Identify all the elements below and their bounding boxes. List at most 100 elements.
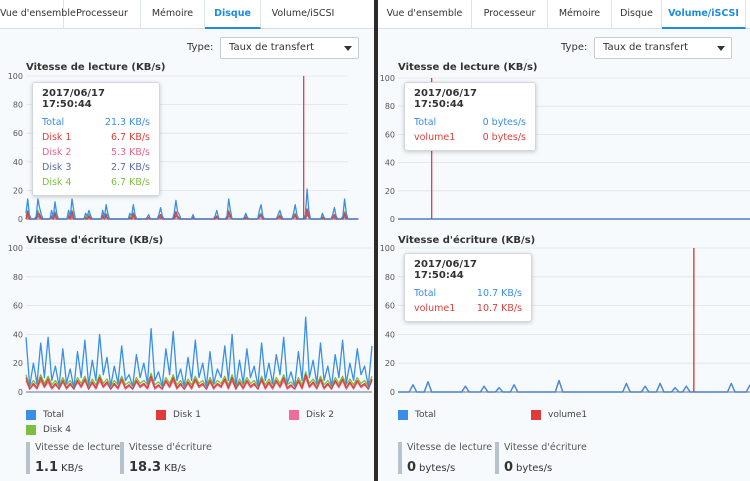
y-tick-label: 100	[380, 74, 395, 83]
tab-processor[interactable]: Processeur	[64, 0, 141, 29]
tooltip-time: 2017/06/17 17:50:44	[414, 88, 477, 110]
y-tick-label: 60	[385, 130, 395, 139]
y-tick-label: 80	[13, 273, 23, 282]
legend-swatch	[398, 410, 408, 420]
tooltip-series: Total	[414, 117, 437, 128]
stat-label: Vitesse d'écriture	[504, 442, 587, 453]
tooltip-value: 21.3 KB/s	[104, 117, 150, 128]
tooltip-row: volume1 10.7 KB/s	[414, 301, 522, 316]
y-tick-label: 40	[13, 330, 23, 339]
tab-disk[interactable]: Disque	[205, 0, 261, 29]
tooltip-time: 2017/06/17 17:50:44	[414, 259, 477, 281]
write-chart-title: Vitesse d'écriture (KB/s)	[26, 235, 164, 246]
type-select-value: Taux de transfert	[229, 42, 315, 53]
stat-unit: KB/s	[164, 463, 187, 474]
tooltip-row: Total 10.7 KB/s	[414, 286, 522, 301]
tab-processor[interactable]: Processeur	[472, 0, 548, 29]
tab-volume-iscsi[interactable]: Volume/iSCSI	[662, 0, 746, 29]
chevron-down-icon	[717, 46, 725, 51]
tooltip-value: 10.7 KB/s	[476, 303, 522, 314]
y-tick-label: 60	[13, 129, 23, 138]
tab-volume-iscsi[interactable]: Volume/iSCSI	[271, 8, 335, 19]
legend-label: Total	[415, 410, 437, 420]
legend-label: Disk 1	[173, 410, 201, 420]
series-line-disk-1	[25, 374, 373, 390]
read-speed-stat: Vitesse de lecture 0 bytes/s	[398, 442, 493, 475]
tooltip-series: Disk 1	[42, 132, 72, 143]
tooltip-series: volume1	[414, 303, 456, 314]
tooltip-series: Disk 2	[42, 147, 72, 158]
y-tick-label: 20	[385, 187, 395, 196]
legend-total[interactable]: Total	[398, 410, 436, 420]
write-speed-chart: 0 20 40 60 80 100	[380, 244, 750, 397]
write-chart-title: Vitesse d'écriture (KB/s)	[398, 235, 536, 246]
y-tick-label: 100	[380, 244, 395, 253]
y-tick-label: 100	[8, 244, 23, 253]
tooltip-row: Disk 2 5.3 KB/s	[42, 145, 150, 160]
tab-overview[interactable]: Vue d'ensemble	[378, 0, 472, 29]
chevron-down-icon	[344, 46, 352, 51]
tooltip-time: 2017/06/17 17:50:44	[42, 88, 105, 110]
legend-swatch	[156, 410, 166, 420]
write-tooltip: 2017/06/17 17:50:44 Total 10.7 KB/s volum…	[404, 253, 532, 322]
read-tooltip: 2017/06/17 17:50:44 Total 21.3 KB/s Disk …	[32, 82, 160, 196]
stat-label: Vitesse d'écriture	[129, 442, 212, 453]
stat-value: 1.1	[35, 460, 59, 475]
y-tick-label: 0	[390, 388, 395, 397]
tooltip-row: volume1 0 bytes/s	[414, 130, 526, 145]
tooltip-row: Total 0 bytes/s	[414, 115, 526, 130]
y-tick-label: 0	[18, 215, 23, 224]
stat-label: Vitesse de lecture	[407, 442, 493, 453]
panel-divider	[374, 0, 378, 481]
legend-disk-4[interactable]: Disk 4	[26, 425, 71, 435]
legend-volume1[interactable]: volume1	[531, 410, 587, 420]
legend-swatch	[26, 410, 36, 420]
legend-swatch	[531, 410, 541, 420]
legend-label: Disk 4	[43, 425, 71, 435]
type-select-value: Taux de transfert	[603, 42, 689, 53]
legend-label: Disk 2	[306, 410, 334, 420]
y-tick-label: 80	[385, 102, 395, 111]
y-tick-label: 80	[13, 101, 23, 110]
tooltip-series: Disk 4	[42, 177, 72, 188]
volume-panel: Vue d'ensemble Processeur Mémoire Disque…	[378, 0, 750, 481]
tab-memory[interactable]: Mémoire	[548, 0, 612, 29]
y-tick-label: 40	[385, 159, 395, 168]
stat-unit: bytes/s	[516, 463, 553, 474]
tooltip-value: 0 bytes/s	[482, 132, 526, 143]
legend-disk-1[interactable]: Disk 1	[156, 410, 201, 420]
legend-total[interactable]: Total	[26, 410, 64, 420]
type-label: Type:	[561, 42, 588, 53]
write-speed-stat: Vitesse d'écriture 0 bytes/s	[495, 442, 587, 475]
stat-label: Vitesse de lecture	[35, 442, 121, 453]
tab-overview[interactable]: Vue d'ensemble	[0, 0, 76, 29]
tooltip-value: 6.7 KB/s	[110, 132, 150, 143]
tab-bar: Vue d'ensemble Processeur Mémoire Disque…	[0, 0, 374, 29]
tab-disk[interactable]: Disque	[612, 0, 662, 29]
series-line-total	[25, 188, 359, 220]
tooltip-row: Disk 4 6.7 KB/s	[42, 175, 150, 190]
read-tooltip: 2017/06/17 17:50:44 Total 0 bytes/s volum…	[404, 82, 536, 151]
stat-value: 0	[504, 460, 514, 475]
legend-swatch	[289, 410, 299, 420]
series-line-disk-4	[25, 371, 373, 387]
type-select[interactable]: Taux de transfert	[220, 37, 359, 59]
tooltip-value: 10.7 KB/s	[476, 288, 522, 299]
tab-bar: Vue d'ensemble Processeur Mémoire Disque…	[378, 0, 750, 29]
tab-memory[interactable]: Mémoire	[141, 0, 205, 29]
type-row: Type: Taux de transfert	[0, 37, 374, 59]
read-speed-stat: Vitesse de lecture 1.1 KB/s	[26, 442, 121, 475]
stat-unit: KB/s	[61, 463, 84, 474]
tooltip-series: Disk 3	[42, 162, 72, 173]
disk-panel: Vue d'ensemble Processeur Mémoire Disque…	[0, 0, 374, 481]
legend-swatch	[26, 425, 36, 435]
y-tick-label: 0	[390, 215, 395, 224]
read-speed-chart: 0 20 40 60 80 100	[380, 74, 750, 224]
tooltip-series: Total	[414, 288, 437, 299]
tooltip-row: Total 21.3 KB/s	[42, 115, 150, 130]
legend-disk-2[interactable]: Disk 2	[289, 410, 334, 420]
type-row: Type: Taux de transfert	[378, 37, 750, 59]
series-line-disk-2	[25, 376, 373, 390]
write-speed-chart: 0 20 40 60 80 100	[8, 244, 373, 397]
type-select[interactable]: Taux de transfert	[594, 37, 732, 59]
